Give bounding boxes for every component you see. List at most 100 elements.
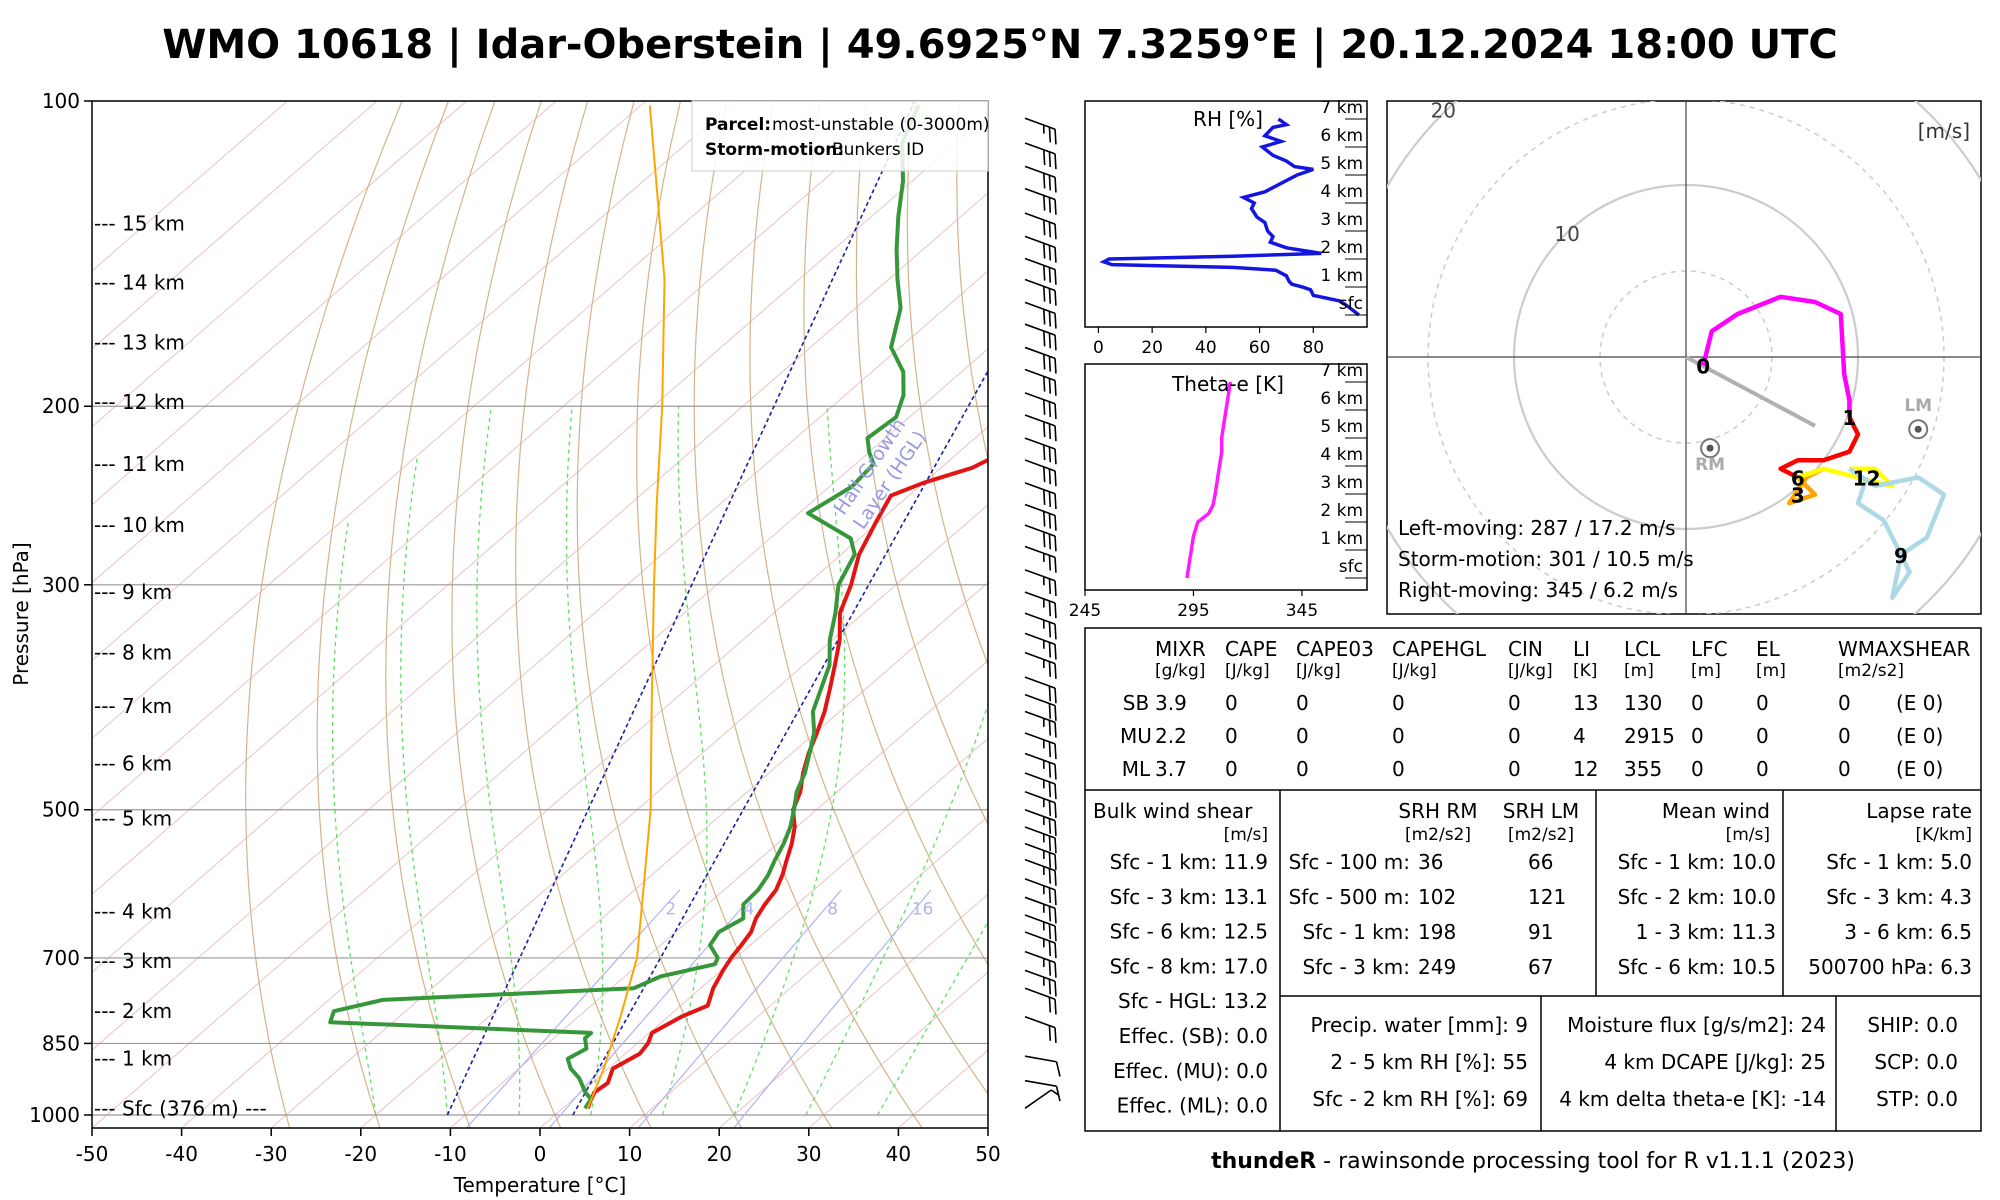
bulk-shear-row: Sfc - HGL: 13.2 [1118, 989, 1268, 1013]
hodo-height-marker: 0 [1696, 355, 1710, 379]
srh-block: SRH RM SRH LM [m2/s2] [m2/s2] Sfc - 100 … [1289, 799, 1580, 979]
barb-flag [1048, 868, 1052, 884]
barb-flag [1048, 720, 1052, 736]
isotherm [92, 114, 988, 895]
barb-flag [1042, 489, 1046, 505]
param-unit: [J/kg] [1225, 661, 1270, 681]
hodo-segment-1-3 km [1778, 416, 1861, 480]
param-row-label: MU [1120, 724, 1152, 748]
barb-flag [1054, 425, 1057, 442]
wind-barb [1024, 368, 1057, 396]
barb-flag [1054, 247, 1057, 263]
y-tick-label: 300 [42, 573, 80, 597]
isotherm [539, 737, 988, 1128]
height-label: --- 8 km [94, 641, 172, 665]
wind-barb [1024, 632, 1057, 660]
barb-flag [1048, 781, 1052, 798]
isotherm [92, 101, 467, 428]
meanwind-title: Mean wind [1662, 799, 1770, 823]
barb-flag [1048, 151, 1052, 168]
barb-flag [1054, 999, 1057, 1015]
theta_e-line [1185, 381, 1233, 579]
legend-box [691, 100, 989, 172]
skewt-axes: 2 4 8 16 -50 -40 -30 -20 -10 0 10 20 30 40 50 100 200 300… [29, 89, 1001, 1166]
wind-barb [1024, 1055, 1061, 1077]
srh-lm-value: 66 [1528, 850, 1553, 874]
composite-row: SCP: 0.0 [1874, 1050, 1958, 1074]
barb-flag [1054, 722, 1057, 738]
wind-barb [1024, 545, 1057, 573]
barb-flag [1048, 533, 1052, 550]
param-value: 0 [1756, 691, 1769, 715]
height-label: --- Sfc (376 m) --- [94, 1096, 267, 1120]
barb-staff [1024, 1089, 1052, 1109]
x-tick-label: 60 [1249, 338, 1271, 358]
barb-flag [1042, 286, 1046, 302]
barb-staff [1024, 676, 1056, 689]
param-header: EL [1756, 637, 1781, 661]
barb-flag [1054, 942, 1057, 959]
param-header: CAPE [1225, 637, 1277, 661]
wind-barb [1024, 235, 1057, 263]
rh-panel: sfc 1 km 2 km 3 km 4 km 5 km 6 km 7 km 0 20 40 60 80… [1084, 98, 1368, 358]
barb-half [1042, 921, 1045, 931]
barb-flag [1054, 1027, 1057, 1043]
barb-staff [1024, 165, 1056, 179]
lapse-title: Lapse rate [1866, 799, 1972, 823]
param-value: 0 [1691, 691, 1704, 715]
barb-staff [1024, 212, 1056, 225]
wind-barb [1024, 437, 1057, 465]
barb-flag [1048, 175, 1052, 191]
param-value: 0 [1508, 757, 1521, 781]
param-value: 355 [1624, 757, 1662, 781]
moist-adiabat [565, 406, 604, 1116]
barb-flag [1054, 536, 1057, 552]
srh-row-label: Sfc - 3 km: [1302, 955, 1410, 979]
isotherm [92, 348, 988, 1128]
bulk-shear-row: Effec. (SB): 0.0 [1119, 1024, 1268, 1048]
table-frame [1084, 627, 1982, 1132]
x-tick-label: 295 [1177, 601, 1209, 621]
legend-parcel-value: most-unstable (0-3000m) [772, 115, 990, 135]
wind-barb [1024, 693, 1057, 721]
param-header: LI [1573, 637, 1590, 661]
wind-barb [1024, 826, 1057, 854]
dry-adiabat [385, 101, 496, 1128]
wind-barb [1024, 187, 1057, 215]
parcel-legend: Parcel: most-unstable (0-3000m) Storm-mo… [691, 100, 990, 172]
wind-barb [1024, 896, 1057, 924]
barb-flag [1042, 421, 1046, 438]
param-value: 0 [1838, 691, 1851, 715]
param-value: 12 [1573, 757, 1598, 781]
hgl-lower-boundary [446, 101, 916, 1116]
param-value: 130 [1624, 691, 1662, 715]
mixing-ratio-line [733, 889, 932, 1128]
barb-flag [1048, 622, 1052, 638]
param-value: 0 [1508, 691, 1521, 715]
bulk-shear-row: Effec. (MU): 0.0 [1113, 1059, 1268, 1083]
parcel-profile [586, 105, 666, 1109]
height-tick-label: sfc [1339, 294, 1363, 314]
mixing-ratio-line [637, 889, 842, 1128]
param-value: 13 [1573, 691, 1598, 715]
x-tick-label: 0 [534, 1142, 547, 1166]
height-label: --- 11 km [94, 452, 185, 476]
height-tick-label: 7 km [1320, 361, 1363, 381]
param-header: LFC [1691, 637, 1728, 661]
hodograph-plot: 10203040LMRM0112639 [1387, 101, 1981, 614]
srh-rm-unit: [m2/s2] [1405, 825, 1471, 845]
lapse-unit: [K/km] [1915, 825, 1972, 845]
param-value: 4 [1573, 724, 1586, 748]
wind-barb [1024, 257, 1057, 285]
wind-barb [1024, 969, 1057, 997]
wind-barb [1024, 676, 1057, 704]
barb-staff [1024, 301, 1056, 315]
isotherm [92, 101, 736, 662]
barb-flag [1048, 356, 1052, 372]
isotherm [92, 101, 378, 350]
param-unit: [K] [1573, 661, 1597, 681]
x-tick-label: 50 [975, 1142, 1000, 1166]
bulk-shear-row: Effec. (ML): 0.0 [1117, 1094, 1268, 1118]
bulk-title: Bulk wind shear [1093, 799, 1253, 823]
